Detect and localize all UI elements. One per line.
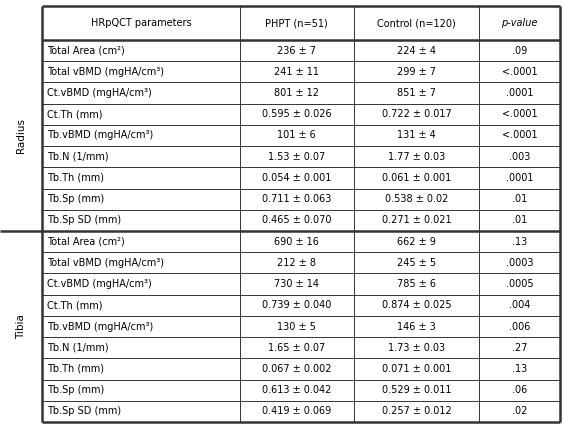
Text: Tb.Th (mm): Tb.Th (mm) xyxy=(47,364,104,374)
Text: 0.465 ± 0.070: 0.465 ± 0.070 xyxy=(262,215,332,226)
Text: Ct.Th (mm): Ct.Th (mm) xyxy=(47,109,103,119)
Text: Ct.Th (mm): Ct.Th (mm) xyxy=(47,300,103,310)
Text: .004: .004 xyxy=(509,300,530,310)
Text: 851 ± 7: 851 ± 7 xyxy=(397,88,436,98)
Text: Tibia: Tibia xyxy=(16,314,26,339)
Text: Control (n=120): Control (n=120) xyxy=(377,18,456,28)
Text: Tb.vBMD (mgHA/cm³): Tb.vBMD (mgHA/cm³) xyxy=(47,321,153,332)
Text: 131 ± 4: 131 ± 4 xyxy=(397,131,436,140)
Text: Tb.Sp SD (mm): Tb.Sp SD (mm) xyxy=(47,407,121,416)
Text: .13: .13 xyxy=(512,364,527,374)
Text: .0001: .0001 xyxy=(506,173,534,183)
Text: 0.529 ± 0.011: 0.529 ± 0.011 xyxy=(382,385,451,395)
Text: 0.739 ± 0.040: 0.739 ± 0.040 xyxy=(262,300,332,310)
Text: 662 ± 9: 662 ± 9 xyxy=(397,237,436,247)
Text: 1.77 ± 0.03: 1.77 ± 0.03 xyxy=(388,152,445,162)
Text: 0.071 ± 0.001: 0.071 ± 0.001 xyxy=(382,364,451,374)
Text: Ct.vBMD (mgHA/cm³): Ct.vBMD (mgHA/cm³) xyxy=(47,88,152,98)
Text: 0.722 ± 0.017: 0.722 ± 0.017 xyxy=(382,109,451,119)
Text: Radius: Radius xyxy=(16,118,26,153)
Text: <.0001: <.0001 xyxy=(502,131,537,140)
Text: 0.271 ± 0.021: 0.271 ± 0.021 xyxy=(382,215,451,226)
Text: 236 ± 7: 236 ± 7 xyxy=(277,46,316,56)
Text: .003: .003 xyxy=(509,152,530,162)
Text: .13: .13 xyxy=(512,237,527,247)
Text: .0001: .0001 xyxy=(506,88,534,98)
Text: 241 ± 11: 241 ± 11 xyxy=(274,67,319,77)
Text: 299 ± 7: 299 ± 7 xyxy=(397,67,436,77)
Text: Total vBMD (mgHA/cm³): Total vBMD (mgHA/cm³) xyxy=(47,67,164,77)
Text: 212 ± 8: 212 ± 8 xyxy=(277,258,316,268)
Text: Tb.Sp SD (mm): Tb.Sp SD (mm) xyxy=(47,215,121,226)
Text: 730 ± 14: 730 ± 14 xyxy=(274,279,319,289)
Text: 1.65 ± 0.07: 1.65 ± 0.07 xyxy=(268,343,325,353)
Text: .09: .09 xyxy=(512,46,527,56)
Text: 1.53 ± 0.07: 1.53 ± 0.07 xyxy=(268,152,325,162)
Text: 0.257 ± 0.012: 0.257 ± 0.012 xyxy=(382,407,451,416)
Text: 0.054 ± 0.001: 0.054 ± 0.001 xyxy=(262,173,332,183)
Text: HRpQCT parameters: HRpQCT parameters xyxy=(91,18,191,28)
Text: Total vBMD (mgHA/cm³): Total vBMD (mgHA/cm³) xyxy=(47,258,164,268)
Text: Total Area (cm²): Total Area (cm²) xyxy=(47,46,125,56)
Text: .01: .01 xyxy=(512,194,527,204)
Text: 0.067 ± 0.002: 0.067 ± 0.002 xyxy=(262,364,332,374)
Text: Tb.Sp (mm): Tb.Sp (mm) xyxy=(47,194,104,204)
Text: 801 ± 12: 801 ± 12 xyxy=(274,88,319,98)
Text: 0.061 ± 0.001: 0.061 ± 0.001 xyxy=(382,173,451,183)
Text: 245 ± 5: 245 ± 5 xyxy=(397,258,436,268)
Text: Tb.N (1/mm): Tb.N (1/mm) xyxy=(47,152,109,162)
Text: Tb.vBMD (mgHA/cm³): Tb.vBMD (mgHA/cm³) xyxy=(47,131,153,140)
Text: Tb.Sp (mm): Tb.Sp (mm) xyxy=(47,385,104,395)
Text: .0003: .0003 xyxy=(506,258,534,268)
Text: .06: .06 xyxy=(512,385,527,395)
Text: .0005: .0005 xyxy=(506,279,534,289)
Text: p-value: p-value xyxy=(501,18,538,28)
Text: .02: .02 xyxy=(512,407,527,416)
Text: 0.419 ± 0.069: 0.419 ± 0.069 xyxy=(262,407,332,416)
Text: 224 ± 4: 224 ± 4 xyxy=(397,46,436,56)
Text: Tb.Th (mm): Tb.Th (mm) xyxy=(47,173,104,183)
Text: <.0001: <.0001 xyxy=(502,67,537,77)
Text: Ct.vBMD (mgHA/cm³): Ct.vBMD (mgHA/cm³) xyxy=(47,279,152,289)
Text: Total Area (cm²): Total Area (cm²) xyxy=(47,237,125,247)
Text: 690 ± 16: 690 ± 16 xyxy=(274,237,319,247)
Text: 0.613 ± 0.042: 0.613 ± 0.042 xyxy=(262,385,332,395)
Text: 130 ± 5: 130 ± 5 xyxy=(277,321,316,332)
Text: 0.874 ± 0.025: 0.874 ± 0.025 xyxy=(382,300,451,310)
Text: .27: .27 xyxy=(512,343,527,353)
Text: .006: .006 xyxy=(509,321,530,332)
Text: <.0001: <.0001 xyxy=(502,109,537,119)
Text: PHPT (n=51): PHPT (n=51) xyxy=(266,18,328,28)
Text: Tb.N (1/mm): Tb.N (1/mm) xyxy=(47,343,109,353)
Text: 0.711 ± 0.063: 0.711 ± 0.063 xyxy=(262,194,332,204)
Text: 101 ± 6: 101 ± 6 xyxy=(277,131,316,140)
Text: 0.595 ± 0.026: 0.595 ± 0.026 xyxy=(262,109,332,119)
Text: .01: .01 xyxy=(512,215,527,226)
Text: 785 ± 6: 785 ± 6 xyxy=(397,279,436,289)
Text: 146 ± 3: 146 ± 3 xyxy=(397,321,436,332)
Text: 1.73 ± 0.03: 1.73 ± 0.03 xyxy=(388,343,445,353)
Text: 0.538 ± 0.02: 0.538 ± 0.02 xyxy=(385,194,448,204)
